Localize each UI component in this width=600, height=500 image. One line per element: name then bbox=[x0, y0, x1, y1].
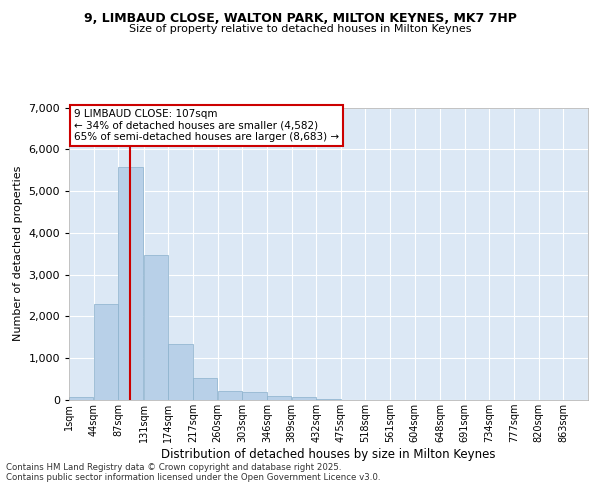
X-axis label: Distribution of detached houses by size in Milton Keynes: Distribution of detached houses by size … bbox=[161, 448, 496, 461]
Bar bbox=[69, 397, 94, 400]
Bar bbox=[168, 344, 193, 400]
Bar bbox=[292, 398, 316, 400]
Bar bbox=[94, 304, 118, 400]
Bar bbox=[316, 398, 341, 400]
Bar bbox=[143, 256, 168, 400]
Bar bbox=[242, 392, 266, 400]
Bar bbox=[267, 396, 291, 400]
Text: Contains public sector information licensed under the Open Government Licence v3: Contains public sector information licen… bbox=[6, 472, 380, 482]
Y-axis label: Number of detached properties: Number of detached properties bbox=[13, 166, 23, 342]
Text: Size of property relative to detached houses in Milton Keynes: Size of property relative to detached ho… bbox=[129, 24, 471, 34]
Bar bbox=[193, 378, 217, 400]
Text: 9, LIMBAUD CLOSE, WALTON PARK, MILTON KEYNES, MK7 7HP: 9, LIMBAUD CLOSE, WALTON PARK, MILTON KE… bbox=[83, 12, 517, 26]
Bar bbox=[118, 167, 143, 400]
Bar bbox=[218, 391, 242, 400]
Text: Contains HM Land Registry data © Crown copyright and database right 2025.: Contains HM Land Registry data © Crown c… bbox=[6, 462, 341, 471]
Text: 9 LIMBAUD CLOSE: 107sqm
← 34% of detached houses are smaller (4,582)
65% of semi: 9 LIMBAUD CLOSE: 107sqm ← 34% of detache… bbox=[74, 109, 340, 142]
